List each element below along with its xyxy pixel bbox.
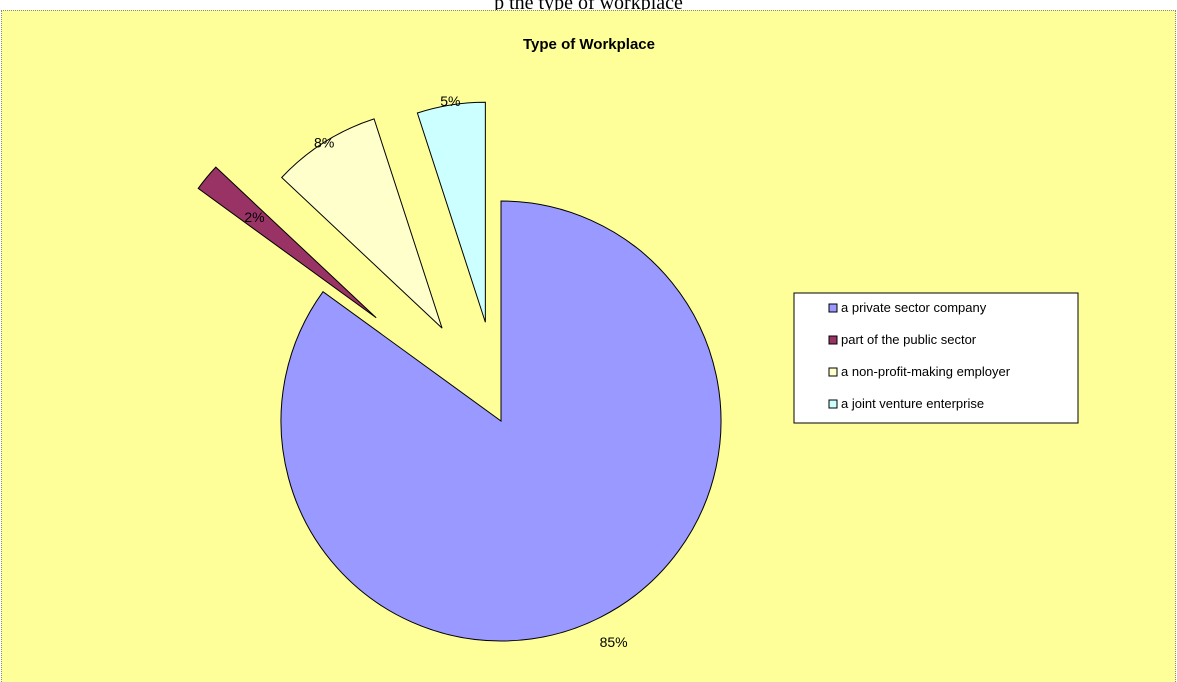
legend-swatch-4: [828, 399, 838, 409]
legend-label-1: a private sector company: [841, 300, 987, 315]
legend-swatch-2: [828, 335, 838, 345]
data-label-2: 2%: [244, 209, 264, 225]
legend-label-3: a non-profit-making employer: [841, 364, 1011, 379]
legend: a private sector company part of the publ…: [793, 292, 1079, 424]
pie-slices: [197, 101, 722, 642]
data-label-1: 85%: [600, 634, 628, 650]
pie-slice-2: [197, 166, 377, 319]
data-labels: 85% 2% 8% 5%: [244, 93, 627, 650]
pie-slice-3: [280, 118, 443, 329]
data-label-4: 5%: [440, 93, 460, 109]
data-label-3: 8%: [314, 134, 334, 150]
legend-box: [793, 292, 1079, 424]
legend-swatch-1: [828, 303, 838, 313]
legend-label-4: a joint venture enterprise: [841, 396, 984, 411]
pie-slice-4: [416, 101, 486, 323]
pie-slice-1: [280, 200, 722, 642]
legend-swatch-3: [828, 367, 838, 377]
legend-label-2: part of the public sector: [841, 332, 977, 347]
chart-title: Type of Workplace: [523, 36, 655, 53]
